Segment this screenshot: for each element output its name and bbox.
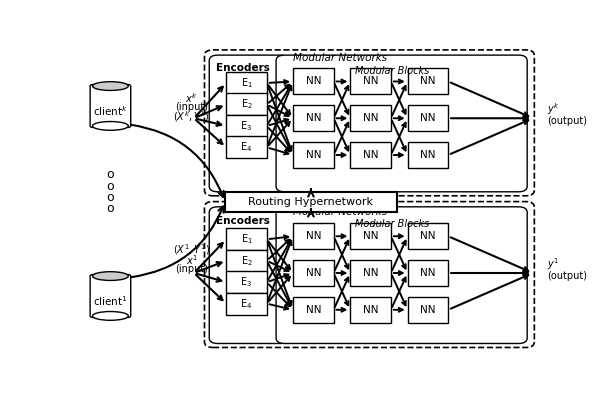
Bar (226, 115, 267, 137)
FancyBboxPatch shape (90, 275, 131, 318)
Bar (408, 105, 448, 131)
FancyBboxPatch shape (209, 55, 288, 192)
Bar (226, 72, 267, 94)
Text: Encoders: Encoders (216, 62, 270, 73)
Text: E$_2$: E$_2$ (241, 254, 253, 267)
Text: o: o (107, 180, 114, 193)
FancyArrowPatch shape (131, 207, 224, 277)
Bar (226, 271, 267, 293)
Bar (293, 142, 334, 168)
FancyArrowPatch shape (131, 125, 224, 197)
Text: NN: NN (363, 268, 378, 278)
Text: NN: NN (420, 231, 436, 241)
Bar (226, 293, 267, 315)
Bar (408, 142, 448, 168)
Text: Encoders: Encoders (216, 216, 270, 226)
Text: E$_1$: E$_1$ (240, 76, 253, 90)
Text: (output): (output) (547, 271, 587, 281)
Text: E$_4$: E$_4$ (240, 297, 253, 310)
Text: (input): (input) (175, 102, 208, 112)
Text: NN: NN (420, 150, 436, 160)
Text: NN: NN (420, 268, 436, 278)
Text: NN: NN (363, 231, 378, 241)
Text: client$^k$: client$^k$ (93, 105, 128, 118)
Text: (input): (input) (175, 264, 208, 274)
Text: $x^k$: $x^k$ (185, 92, 198, 105)
Bar (408, 68, 448, 94)
FancyBboxPatch shape (209, 207, 288, 343)
Text: $y^1$: $y^1$ (547, 256, 559, 272)
FancyBboxPatch shape (90, 84, 131, 127)
Text: NN: NN (420, 305, 436, 315)
Bar (293, 260, 334, 286)
Bar (408, 260, 448, 286)
FancyBboxPatch shape (276, 55, 527, 192)
Text: NN: NN (306, 268, 321, 278)
Ellipse shape (92, 272, 128, 281)
Text: Routing Hypernetwork: Routing Hypernetwork (248, 197, 373, 207)
Text: E$_1$: E$_1$ (240, 232, 253, 246)
Text: NN: NN (363, 305, 378, 315)
Text: $y^k$: $y^k$ (547, 101, 560, 117)
Bar (408, 223, 448, 249)
FancyBboxPatch shape (276, 207, 527, 343)
Text: NN: NN (306, 76, 321, 86)
Text: NN: NN (363, 150, 378, 160)
Text: o: o (107, 191, 114, 204)
Text: $(X^k,Y^k)$: $(X^k,Y^k)$ (173, 109, 210, 124)
Text: client$^1$: client$^1$ (93, 295, 128, 308)
Text: NN: NN (420, 76, 436, 86)
Bar (293, 105, 334, 131)
Text: NN: NN (420, 113, 436, 123)
Text: NN: NN (363, 113, 378, 123)
Bar (226, 137, 267, 158)
Text: NN: NN (306, 305, 321, 315)
Bar (351, 142, 391, 168)
Bar (226, 228, 267, 250)
Text: NN: NN (306, 231, 321, 241)
Text: o: o (107, 203, 114, 215)
Bar (293, 223, 334, 249)
Text: Modular Networks: Modular Networks (293, 53, 387, 64)
Bar (293, 297, 334, 323)
Bar (351, 260, 391, 286)
Text: E$_3$: E$_3$ (240, 119, 253, 133)
Ellipse shape (92, 121, 128, 130)
Text: NN: NN (306, 113, 321, 123)
Bar (351, 68, 391, 94)
Bar (351, 105, 391, 131)
Text: Modular Blocks: Modular Blocks (355, 219, 429, 229)
Bar (226, 94, 267, 115)
Ellipse shape (92, 82, 128, 90)
Bar (225, 192, 397, 212)
Text: Modular Blocks: Modular Blocks (355, 66, 429, 76)
Text: NN: NN (306, 150, 321, 160)
Text: $x^1$: $x^1$ (185, 253, 198, 267)
Ellipse shape (92, 312, 128, 320)
Text: Modular Networks: Modular Networks (293, 207, 387, 217)
Bar (293, 68, 334, 94)
Text: E$_2$: E$_2$ (241, 98, 253, 111)
Bar (408, 297, 448, 323)
Text: E$_3$: E$_3$ (240, 275, 253, 289)
Text: E$_4$: E$_4$ (240, 140, 253, 154)
Bar (351, 223, 391, 249)
Text: NN: NN (363, 76, 378, 86)
Text: o: o (107, 168, 114, 181)
Text: $(X^1,Y^1)$: $(X^1,Y^1)$ (173, 243, 210, 258)
Bar (226, 250, 267, 272)
Text: (output): (output) (547, 116, 587, 126)
Bar (351, 297, 391, 323)
